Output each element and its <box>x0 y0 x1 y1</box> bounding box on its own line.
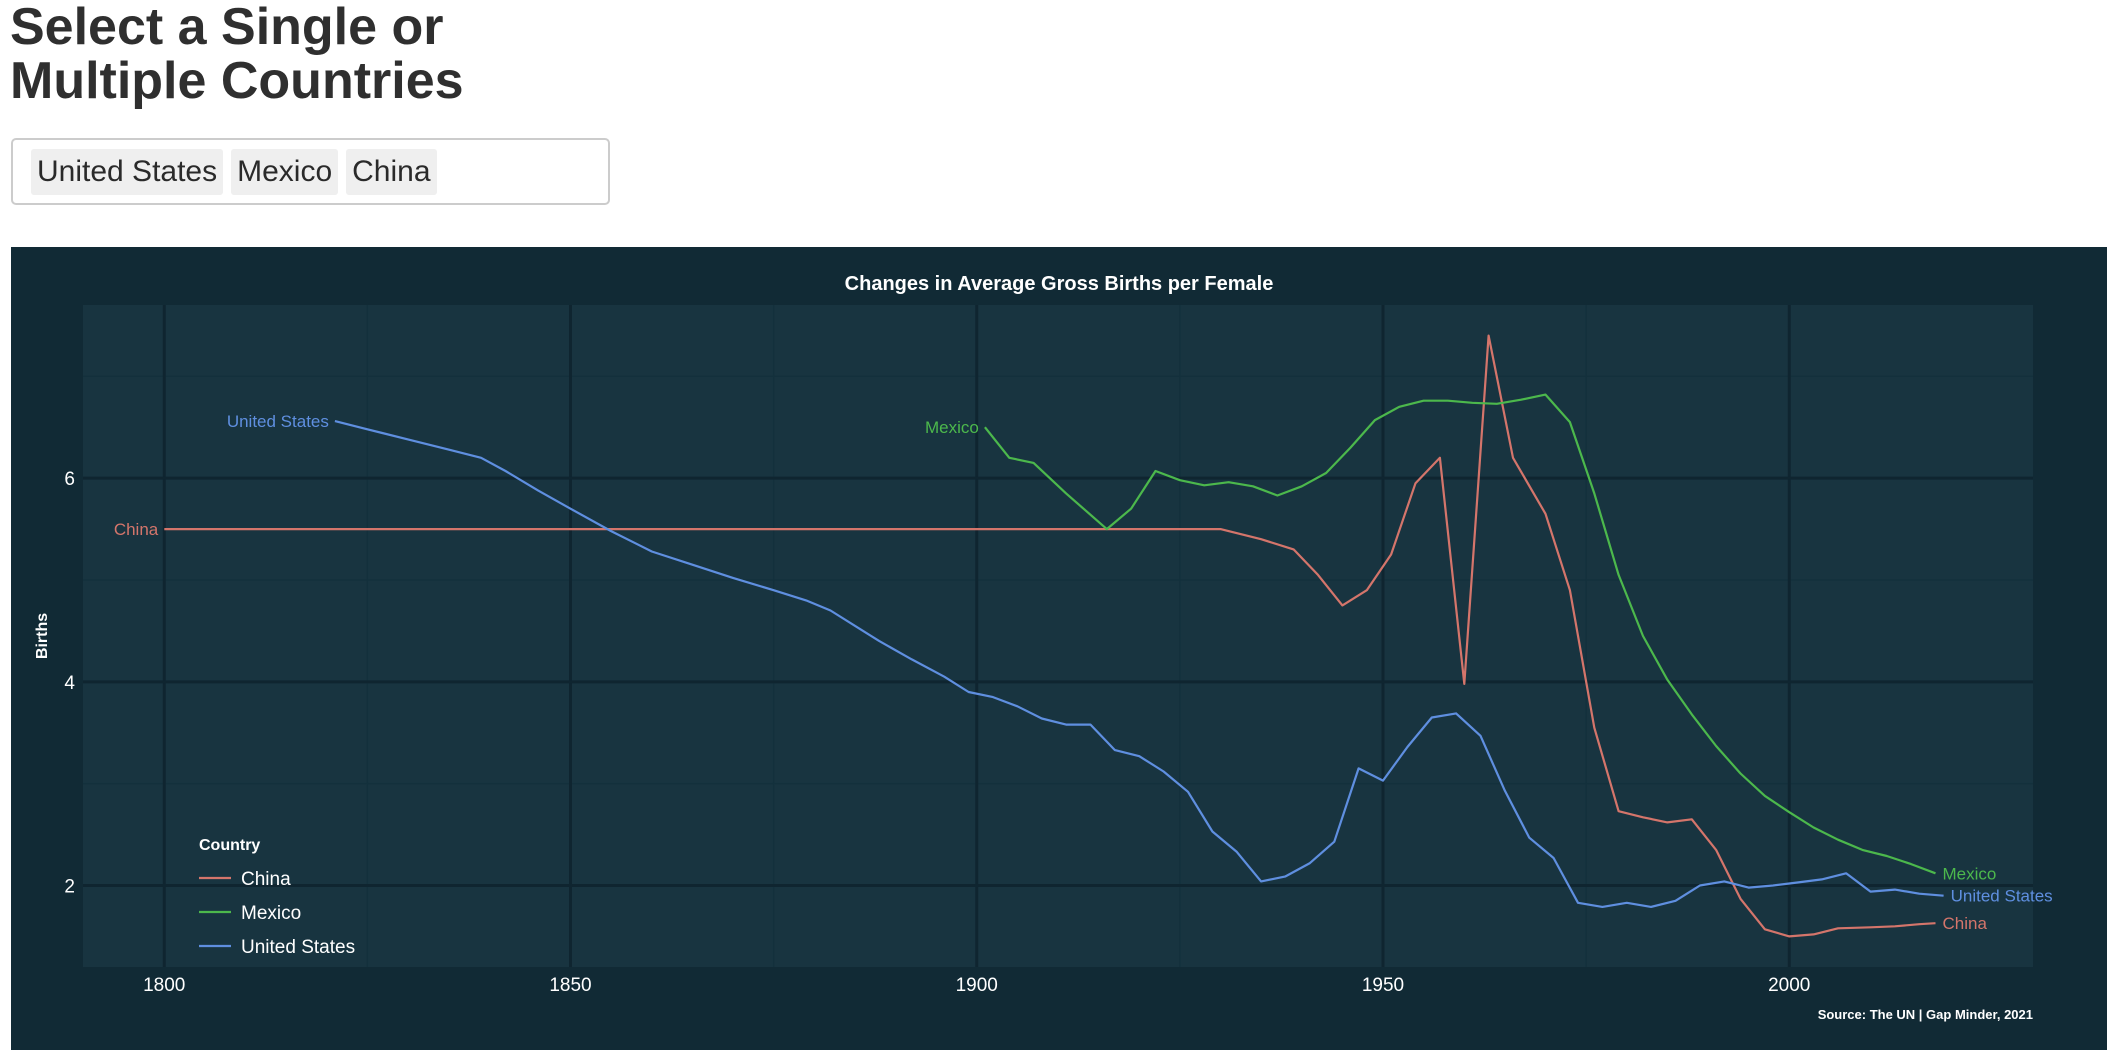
series-line <box>164 334 1936 938</box>
series-start-label: China <box>114 520 159 539</box>
legend-label: United States <box>241 937 355 958</box>
series-end-label: Mexico <box>1943 864 1997 883</box>
series-start-label: United States <box>227 412 329 431</box>
page-title: Select a Single or Multiple Countries <box>10 0 464 110</box>
series-line <box>984 393 1936 875</box>
country-chip[interactable]: Mexico <box>231 148 339 195</box>
x-tick-label: 2000 <box>1768 975 1810 996</box>
plot-panel <box>83 305 2033 967</box>
y-tick-label: 2 <box>64 877 75 898</box>
x-axis: 1800 1850 1900 1950 2000 <box>143 975 1810 996</box>
x-tick-label: 1850 <box>549 975 591 996</box>
series-end-labels: China China Mexico Mexico United States Unite… <box>114 412 2053 933</box>
births-line-chart: Changes in Average Gross Births per Fema… <box>34 273 2053 1022</box>
x-tick-label: 1950 <box>1362 975 1404 996</box>
series-end-label: China <box>1943 914 1988 933</box>
series-start-label: Mexico <box>925 418 979 437</box>
series-line <box>334 420 1944 908</box>
y-tick-label: 6 <box>64 469 75 490</box>
country-chip[interactable]: China <box>346 148 437 195</box>
y-tick-label: 4 <box>64 673 75 694</box>
source-caption: Source: The UN | Gap Minder, 2021 <box>1818 1007 2033 1022</box>
country-chip[interactable]: United States <box>31 148 224 195</box>
legend: Country China Mexico United States <box>199 837 355 958</box>
series-end-label: United States <box>1951 887 2053 906</box>
y-axis: 2 4 6 <box>64 469 75 897</box>
country-multiselect-input[interactable]: United States Mexico China <box>11 138 610 205</box>
x-tick-label: 1900 <box>956 975 998 996</box>
chart-container: Changes in Average Gross Births per Fema… <box>11 247 2107 1050</box>
x-tick-label: 1800 <box>143 975 185 996</box>
legend-title: Country <box>199 837 260 854</box>
chart-title: Changes in Average Gross Births per Fema… <box>845 273 1274 295</box>
series-lines <box>164 334 1944 938</box>
y-axis-label: Births <box>34 613 51 659</box>
legend-label: China <box>241 869 291 890</box>
legend-label: Mexico <box>241 903 301 924</box>
